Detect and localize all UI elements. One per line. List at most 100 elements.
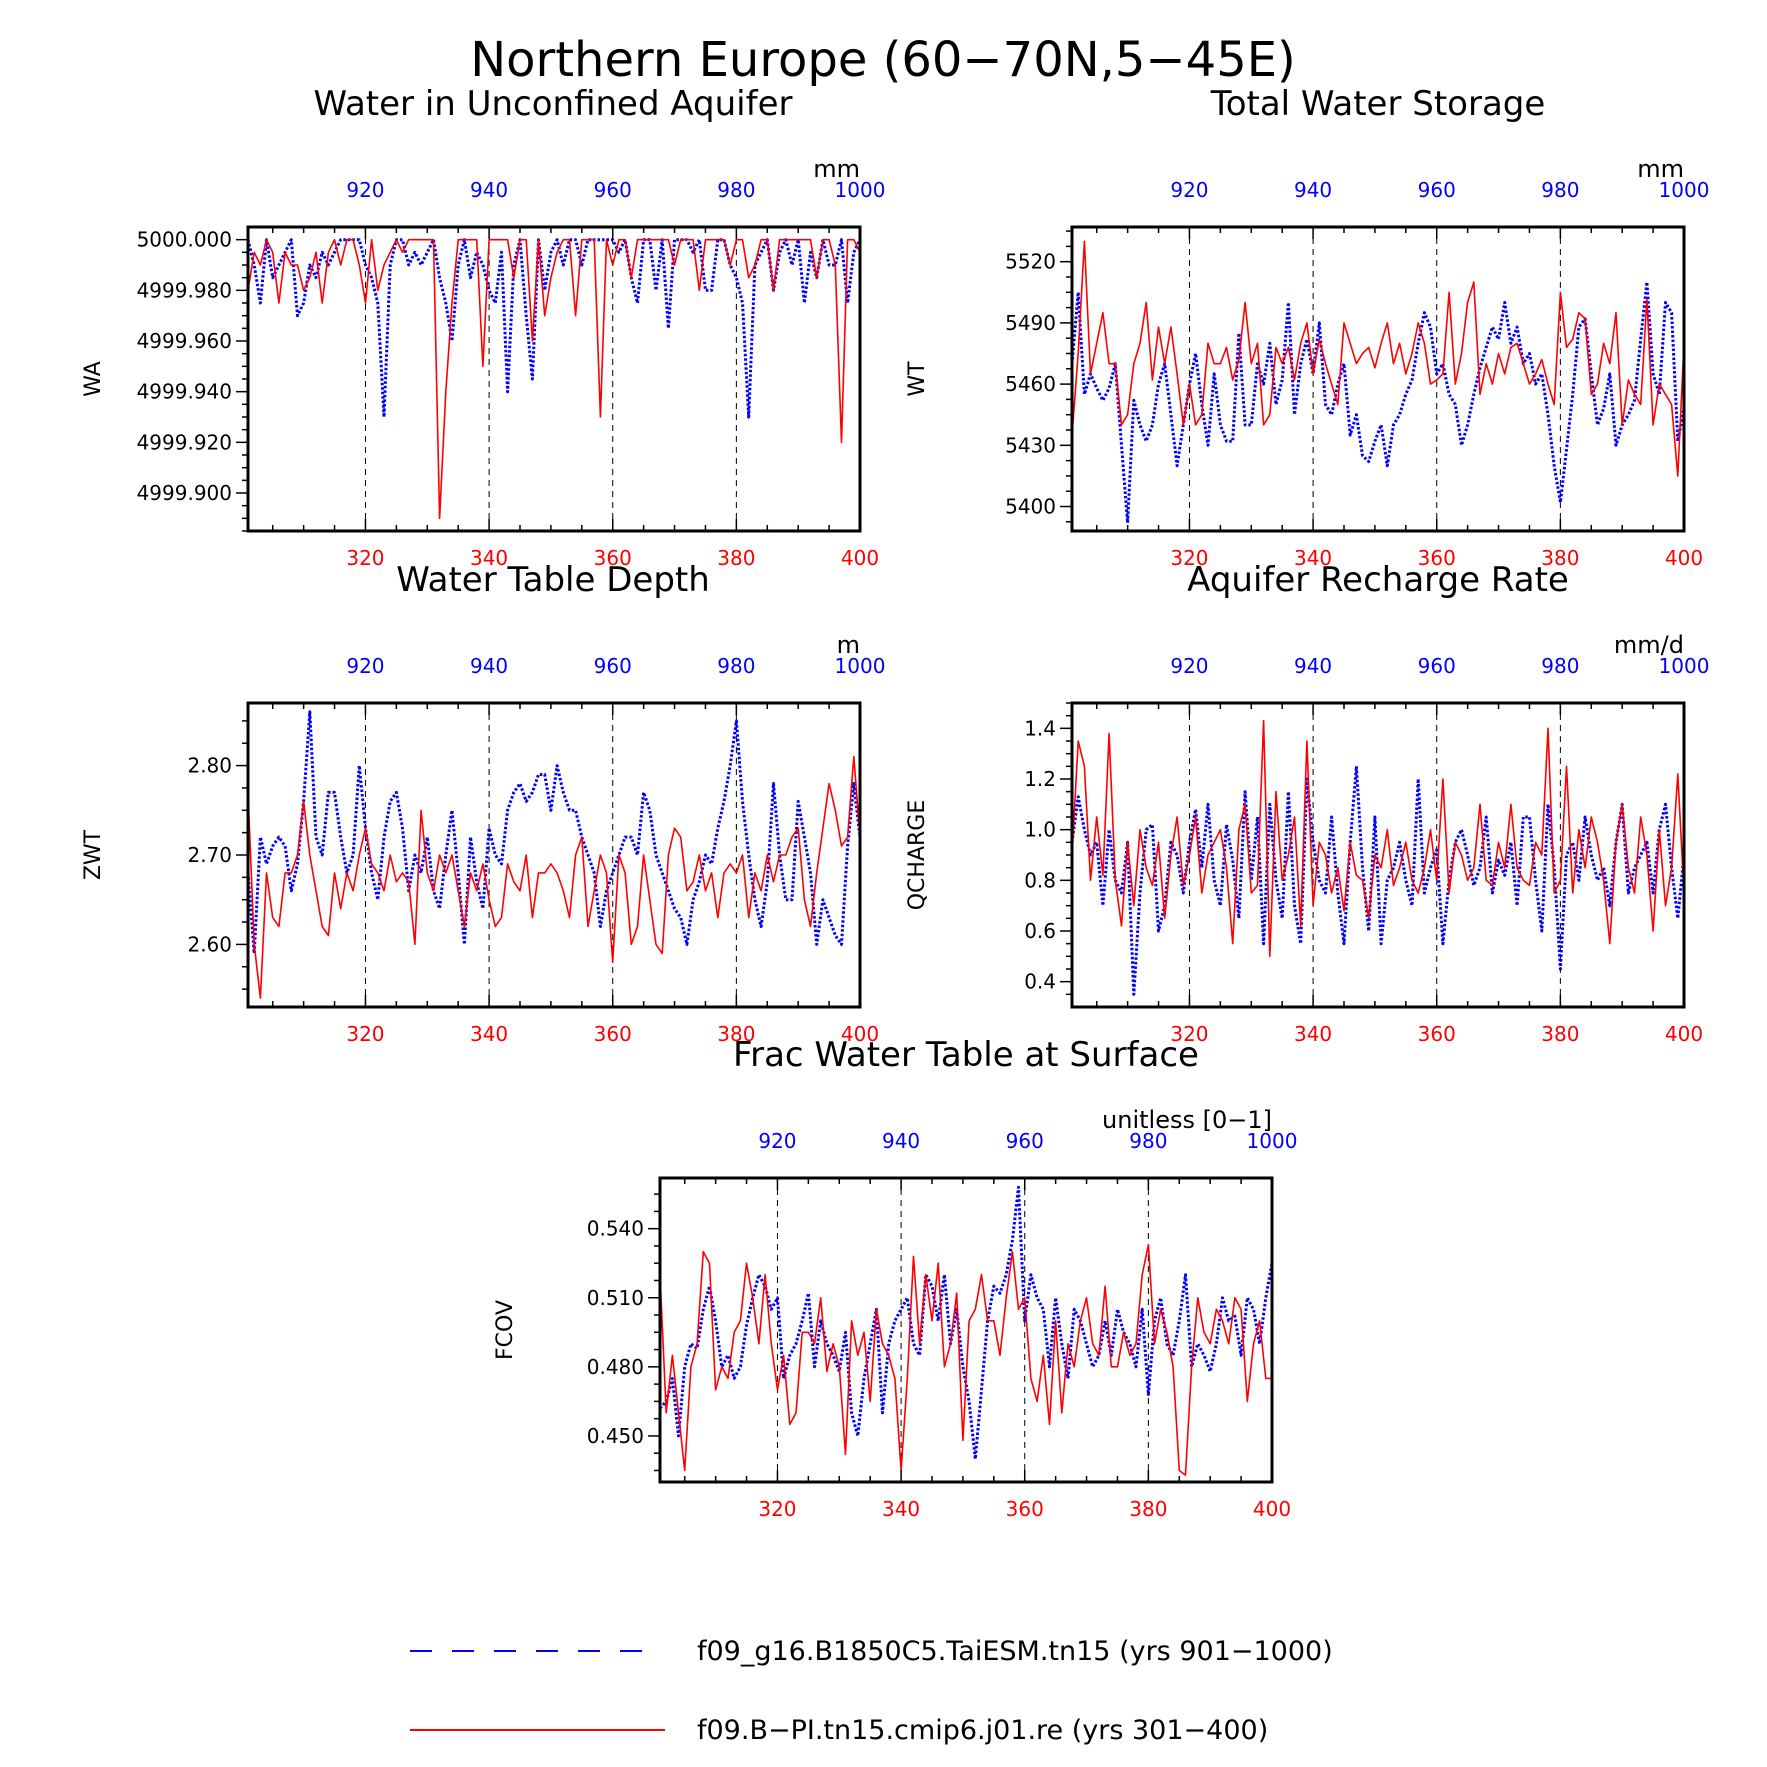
y-tick-label: 0.480	[587, 1355, 644, 1379]
x-top-tick-label: 960	[1418, 654, 1456, 678]
plot-frame	[246, 225, 862, 533]
y-axis-label: ZWT	[81, 829, 106, 880]
x-top-tick-label: 920	[346, 654, 384, 678]
y-tick-label: 5520	[1005, 250, 1056, 274]
panel-title: Aquifer Recharge Rate	[1187, 560, 1569, 600]
series-line-cmip6	[1071, 719, 1685, 958]
x-bottom-tick-label: 360	[594, 1022, 632, 1046]
panel-title: Water in Unconfined Aquifer	[314, 84, 793, 124]
x-bottom-tick-label: 380	[717, 546, 755, 570]
y-tick-label: 4999.940	[137, 380, 232, 404]
x-bottom-tick-label: 400	[1253, 1497, 1291, 1521]
y-tick-label: 5430	[1005, 433, 1056, 457]
x-bottom-tick-label: 340	[882, 1497, 920, 1521]
x-bottom-tick-label: 380	[717, 1022, 755, 1046]
x-bottom-tick-label: 340	[1294, 1022, 1332, 1046]
x-bottom-tick-label: 320	[346, 1022, 384, 1046]
y-axis-label: WT	[905, 361, 930, 397]
y-tick-label: 0.540	[587, 1217, 644, 1241]
x-bottom-tick-label: 380	[1541, 1022, 1579, 1046]
x-top-tick-label: 920	[758, 1129, 796, 1153]
x-top-tick-label: 960	[1006, 1129, 1044, 1153]
y-tick-label: 4999.960	[137, 329, 232, 353]
panel-wa: Water in Unconfined Aquifer mm 320 340 360 38…	[81, 84, 885, 570]
x-bottom-tick-label: 400	[841, 1022, 879, 1046]
plot-frame	[658, 1176, 1274, 1484]
y-tick-label: 0.4	[1024, 970, 1056, 994]
y-tick-label: 5400	[1005, 495, 1056, 519]
x-bottom-tick-label: 360	[1418, 1022, 1456, 1046]
y-tick-label: 0.450	[587, 1424, 644, 1448]
panels: Water in Unconfined Aquifer mm 320 340 360 38…	[81, 84, 1709, 1521]
x-top-tick-label: 980	[1129, 1129, 1167, 1153]
y-tick-label: 0.6	[1024, 919, 1056, 943]
series-line-taiesm	[246, 710, 862, 955]
y-tick-label: 5460	[1005, 372, 1056, 396]
legend: f09_g16.B1850C5.TaiESM.tn15 (yrs 901−100…	[410, 1636, 1333, 1746]
y-tick-label: 0.510	[587, 1286, 644, 1310]
y-axis-label: QCHARGE	[905, 800, 930, 911]
x-top-tick-label: 920	[346, 178, 384, 202]
x-bottom-tick-label: 400	[1665, 546, 1703, 570]
x-top-tick-label: 940	[470, 654, 508, 678]
y-tick-label: 1.4	[1024, 716, 1056, 740]
x-top-tick-label: 1000	[1659, 178, 1710, 202]
units-label: mm/d	[1614, 631, 1684, 659]
x-top-tick-label: 980	[717, 178, 755, 202]
series-line-cmip6	[247, 755, 861, 999]
x-top-tick-label: 1000	[1659, 654, 1710, 678]
y-tick-label: 4999.920	[137, 430, 232, 454]
x-bottom-tick-label: 340	[470, 546, 508, 570]
y-tick-label: 5000.000	[137, 228, 232, 252]
figure-title: Northern Europe (60−70N,5−45E)	[470, 32, 1296, 88]
plot-frame	[1070, 225, 1686, 533]
units-label: m	[837, 631, 860, 659]
x-top-tick-label: 960	[1418, 178, 1456, 202]
x-bottom-tick-label: 340	[470, 1022, 508, 1046]
units-label: mm	[1637, 155, 1684, 183]
x-bottom-tick-label: 360	[594, 546, 632, 570]
y-tick-label: 2.60	[187, 932, 232, 956]
x-top-tick-label: 1000	[835, 654, 886, 678]
x-top-tick-label: 980	[1541, 654, 1579, 678]
y-tick-label: 5490	[1005, 311, 1056, 335]
panel-zwt: Water Table Depth m 320 340 360 380 400 920 940 9…	[81, 560, 885, 1046]
x-top-tick-label: 920	[1170, 178, 1208, 202]
x-top-tick-label: 920	[1170, 654, 1208, 678]
x-top-tick-label: 980	[1541, 178, 1579, 202]
panel-wt: Total Water Storage mm 320 340 360 380 400 920 9…	[905, 84, 1709, 570]
y-tick-label: 4999.980	[137, 278, 232, 302]
x-bottom-tick-label: 320	[1170, 1022, 1208, 1046]
y-tick-label: 1.2	[1024, 767, 1056, 791]
x-bottom-tick-label: 400	[1665, 1022, 1703, 1046]
x-top-tick-label: 940	[1294, 178, 1332, 202]
x-bottom-tick-label: 380	[1541, 546, 1579, 570]
panel-qcharge: Aquifer Recharge Rate mm/d 320 340 360 380 400…	[905, 560, 1709, 1046]
series-line-taiesm	[1070, 280, 1686, 525]
series-line-cmip6	[1071, 240, 1685, 477]
x-bottom-tick-label: 400	[841, 546, 879, 570]
x-bottom-tick-label: 360	[1006, 1497, 1044, 1521]
series-line-cmip6	[247, 238, 861, 520]
y-tick-label: 1.0	[1024, 818, 1056, 842]
panel-title: Total Water Storage	[1210, 84, 1546, 124]
x-top-tick-label: 960	[594, 178, 632, 202]
legend-label-taiesm: f09_g16.B1850C5.TaiESM.tn15 (yrs 901−100…	[697, 1636, 1333, 1667]
series-line-taiesm	[658, 1185, 1274, 1461]
x-top-tick-label: 940	[882, 1129, 920, 1153]
legend-label-cmip6: f09.B−PI.tn15.cmip6.j01.re (yrs 301−400)	[697, 1715, 1268, 1746]
x-bottom-tick-label: 340	[1294, 546, 1332, 570]
series-line-taiesm	[1070, 764, 1686, 996]
y-tick-label: 0.8	[1024, 868, 1056, 892]
series-line-cmip6	[659, 1244, 1272, 1476]
x-top-tick-label: 980	[717, 654, 755, 678]
panel-fcov: Frac Water Table at Surface unitless [0−1…	[493, 1035, 1297, 1521]
x-bottom-tick-label: 360	[1418, 546, 1456, 570]
x-top-tick-label: 960	[594, 654, 632, 678]
y-axis-label: FCOV	[493, 1300, 518, 1360]
x-top-tick-label: 1000	[835, 178, 886, 202]
x-bottom-tick-label: 380	[1129, 1497, 1167, 1521]
panel-title: Water Table Depth	[396, 560, 710, 600]
x-top-tick-label: 940	[1294, 654, 1332, 678]
